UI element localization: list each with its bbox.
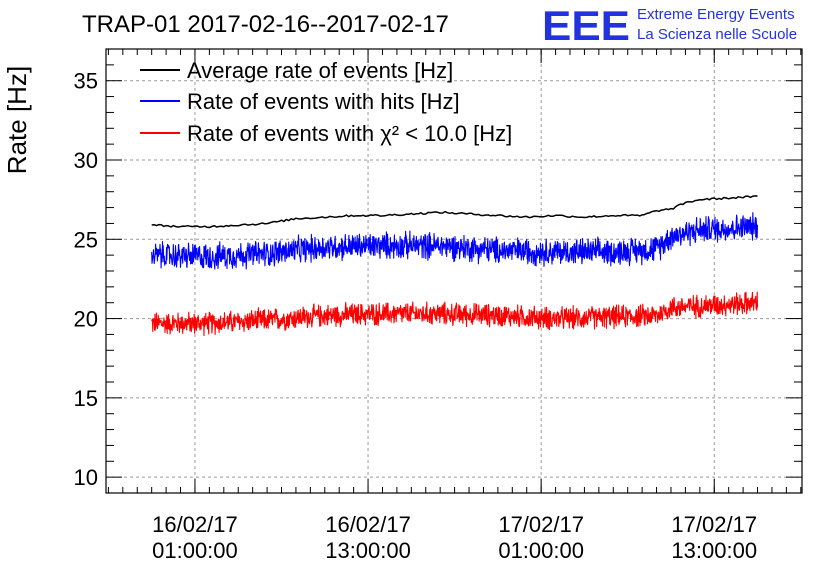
- y-tick-label: 20: [74, 307, 98, 332]
- x-tick-label-date: 16/02/17: [152, 512, 238, 537]
- legend-entry: Rate of events with hits [Hz]: [140, 89, 460, 114]
- y-tick-labels: 10 15 20 25 30 35: [74, 69, 98, 490]
- legend-label: Average rate of events [Hz]: [187, 58, 453, 83]
- y-tick-label: 30: [74, 148, 98, 173]
- legend: Average rate of events [Hz] Rate of event…: [140, 58, 512, 146]
- x-tick-label-time: 13:00:00: [325, 538, 411, 563]
- x-tick-label-date: 16/02/17: [325, 512, 411, 537]
- chart-title: TRAP-01 2017-02-16--2017-02-17: [82, 11, 449, 38]
- x-tick-label-date: 17/02/17: [671, 512, 757, 537]
- tick-layer: [106, 48, 802, 494]
- y-tick-label: 35: [74, 69, 98, 94]
- x-tick-labels: 16/02/1701:00:0016/02/1713:00:0017/02/17…: [152, 512, 757, 563]
- legend-entry: Rate of events with χ² < 10.0 [Hz]: [140, 121, 512, 146]
- y-tick-label: 15: [74, 386, 98, 411]
- grid-layer: [106, 49, 802, 493]
- y-tick-label: 10: [74, 465, 98, 490]
- y-axis-label: Rate [Hz]: [2, 66, 32, 174]
- plot-frame: [105, 48, 803, 494]
- series-line: [151, 291, 759, 337]
- logo: EEE Extreme Energy Events La Scienza nel…: [542, 2, 797, 49]
- x-tick-label-time: 01:00:00: [152, 538, 238, 563]
- series-layer: [151, 195, 759, 337]
- series-line: [151, 212, 759, 270]
- legend-entry: Average rate of events [Hz]: [140, 58, 453, 83]
- legend-label: Rate of events with χ² < 10.0 [Hz]: [187, 121, 512, 146]
- y-tick-label: 25: [74, 227, 98, 252]
- series-line: [151, 195, 758, 229]
- x-tick-label-date: 17/02/17: [498, 512, 584, 537]
- logo-mark: EEE: [542, 2, 630, 49]
- x-tick-label-time: 01:00:00: [498, 538, 584, 563]
- legend-label: Rate of events with hits [Hz]: [187, 89, 460, 114]
- logo-line1: Extreme Energy Events: [637, 6, 795, 23]
- logo-line2: La Scienza nelle Scuole: [637, 26, 797, 43]
- x-tick-label-time: 13:00:00: [671, 538, 757, 563]
